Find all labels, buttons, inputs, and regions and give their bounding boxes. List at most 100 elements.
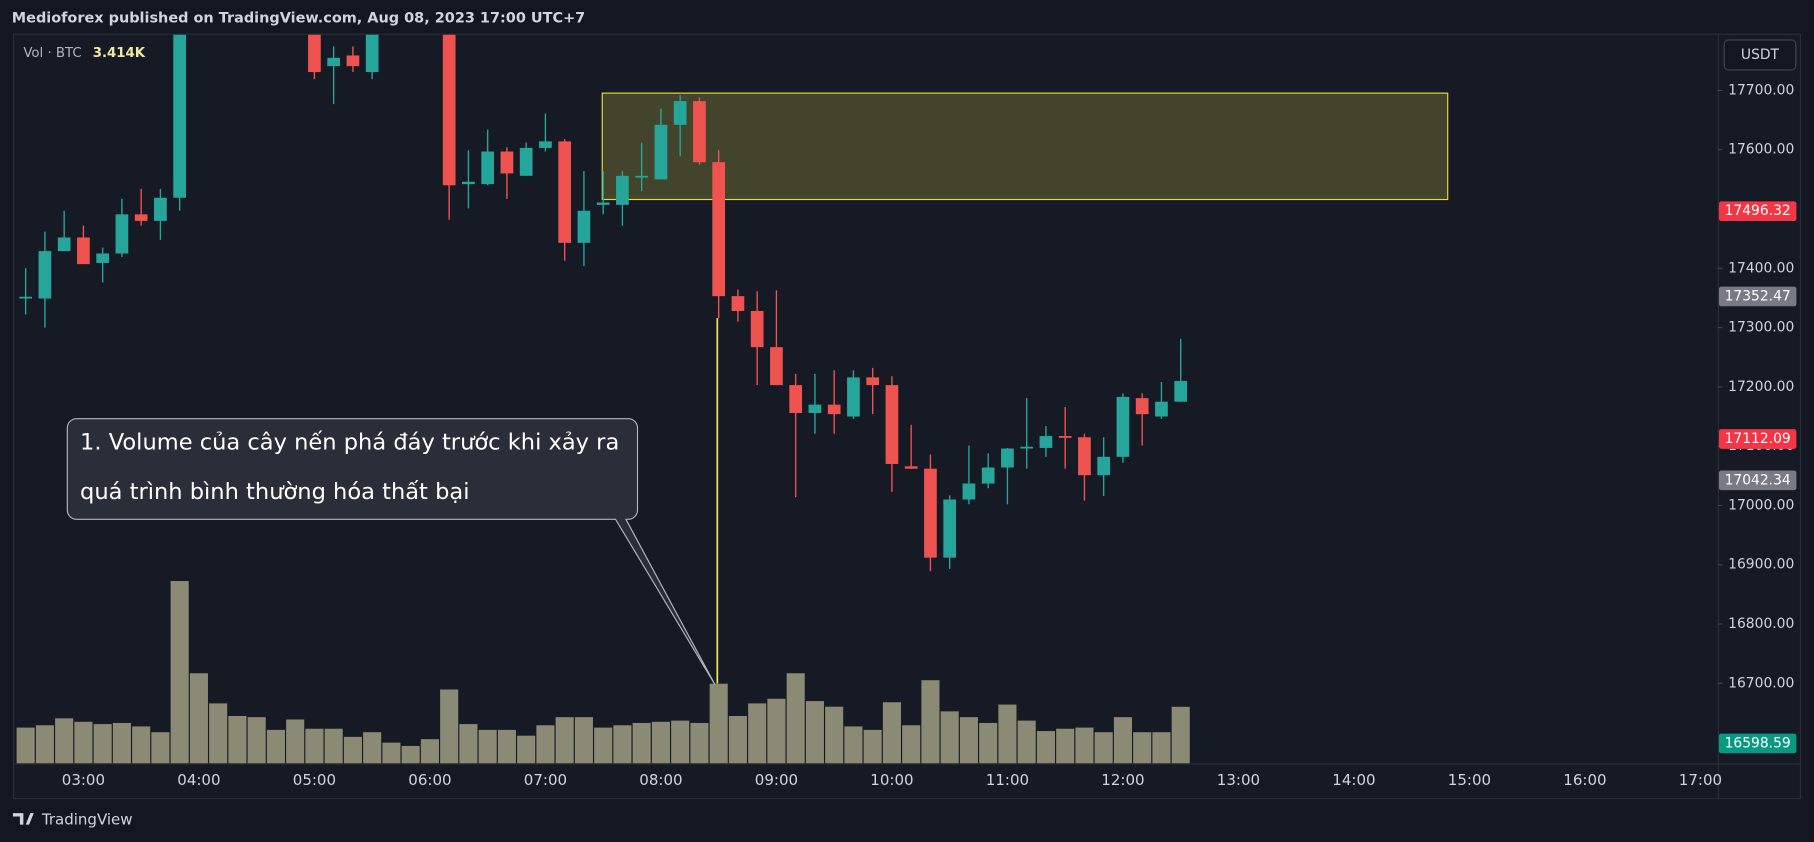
volume-bar — [1075, 727, 1094, 764]
volume-bar — [517, 735, 536, 764]
candle-body — [154, 197, 167, 221]
candle-body — [808, 404, 822, 413]
x-tick-label: 11:00 — [986, 771, 1029, 789]
x-tick-label: 05:00 — [293, 771, 336, 789]
candle-body — [96, 253, 110, 263]
plot-area — [16, 34, 1449, 764]
volume-bar — [209, 703, 228, 764]
volume-bar — [1094, 732, 1113, 764]
x-tick-label: 06:00 — [408, 771, 451, 789]
volume-bar — [93, 724, 112, 764]
candle-body — [866, 377, 880, 386]
volume-bar — [555, 717, 574, 764]
price-tag-label: 16598.59 — [1725, 735, 1791, 751]
volume-bar — [247, 717, 266, 764]
candle-body — [943, 499, 957, 558]
candle-body — [789, 385, 803, 413]
volume-bar — [151, 732, 170, 764]
volume-bar — [1036, 731, 1055, 764]
x-tick-label: 04:00 — [177, 771, 220, 789]
volume-bar — [35, 725, 54, 764]
volume-bar — [671, 720, 690, 764]
volume-bar — [825, 706, 844, 764]
header: Medioforex published on TradingView.com,… — [12, 11, 585, 27]
candle-body — [654, 124, 668, 180]
volume-bar — [286, 719, 305, 764]
y-tick-label: 17600.00 — [1728, 142, 1794, 158]
volume-legend-value: 3.414K — [93, 46, 146, 61]
candle-body — [1078, 437, 1091, 476]
x-tick-label: 17:00 — [1679, 771, 1722, 789]
candle-body — [673, 101, 687, 125]
volume-bar — [767, 698, 786, 764]
x-tick-label: 14:00 — [1332, 771, 1375, 789]
volume-bar — [55, 718, 74, 764]
candle-body — [577, 210, 591, 243]
y-tick-label: 16700.00 — [1728, 675, 1794, 691]
candle-body — [1001, 448, 1014, 468]
volume-bar — [728, 715, 747, 764]
candle-body — [539, 141, 552, 148]
candle-body — [1020, 446, 1034, 449]
volume-bar — [228, 715, 247, 764]
candle-body — [596, 202, 610, 205]
candle-body — [904, 466, 918, 469]
volume-bar — [324, 728, 343, 764]
price-tag-label: 17496.32 — [1725, 203, 1791, 219]
volume-bar — [132, 726, 151, 764]
x-tick-label: 13:00 — [1217, 771, 1260, 789]
volume-bar — [1152, 732, 1171, 764]
x-tick-label: 16:00 — [1563, 771, 1606, 789]
candle-body — [616, 175, 629, 205]
price-tag-label: 17352.47 — [1725, 288, 1791, 304]
volume-bar — [1056, 728, 1075, 764]
volume-bar — [440, 689, 459, 764]
volume-bar — [863, 729, 882, 764]
volume-bar — [1113, 717, 1132, 764]
candle-body — [885, 385, 899, 464]
candle-body — [500, 151, 514, 174]
candle-body — [134, 214, 148, 221]
candle-body — [519, 147, 533, 176]
volume-bar — [343, 736, 362, 764]
volume-bar — [363, 732, 382, 764]
y-tick-label: 17400.00 — [1728, 260, 1794, 276]
volume-bar — [921, 680, 940, 764]
footer-logo: TradingView — [12, 811, 133, 829]
volume-bar — [940, 711, 959, 764]
price-tag — [1718, 733, 1797, 754]
candle-body — [1155, 401, 1168, 417]
volume-legend-name: Vol · BTC — [23, 46, 81, 61]
volume-bar — [959, 717, 978, 764]
candle-body — [1174, 380, 1188, 402]
volume-bar — [651, 721, 670, 764]
candle-body — [481, 151, 495, 185]
annotations: 1. Volume của cây nến phá đáy trước khi … — [66, 318, 719, 686]
candle-body — [1135, 398, 1149, 415]
candle-body — [770, 347, 783, 386]
candle-body — [981, 467, 995, 484]
candle-body — [1116, 396, 1130, 457]
volume-bar — [112, 722, 131, 764]
callout-text: 1. Volume của cây nến phá đáy trước khi … — [80, 429, 619, 455]
candle-body — [346, 55, 360, 67]
volume-bar — [305, 728, 324, 764]
y-tick-label: 16800.00 — [1728, 616, 1794, 632]
callout — [66, 418, 716, 686]
y-tick-label: 17700.00 — [1728, 82, 1794, 98]
currency-label[interactable]: USDT — [1741, 47, 1780, 63]
y-tick-label: 17200.00 — [1728, 379, 1794, 395]
candle-body — [962, 483, 976, 500]
volume-bar — [189, 673, 208, 764]
candle-body — [442, 34, 456, 186]
candle-body — [365, 34, 379, 73]
candle-body — [847, 377, 860, 417]
candle-body — [462, 181, 475, 185]
price-tag-label: 17112.09 — [1725, 431, 1791, 447]
price-tag — [1718, 470, 1797, 491]
candle-body — [827, 404, 841, 415]
price-tag-label: 17042.34 — [1725, 472, 1791, 488]
x-tick-label: 08:00 — [639, 771, 682, 789]
currency-button[interactable] — [1723, 39, 1797, 71]
